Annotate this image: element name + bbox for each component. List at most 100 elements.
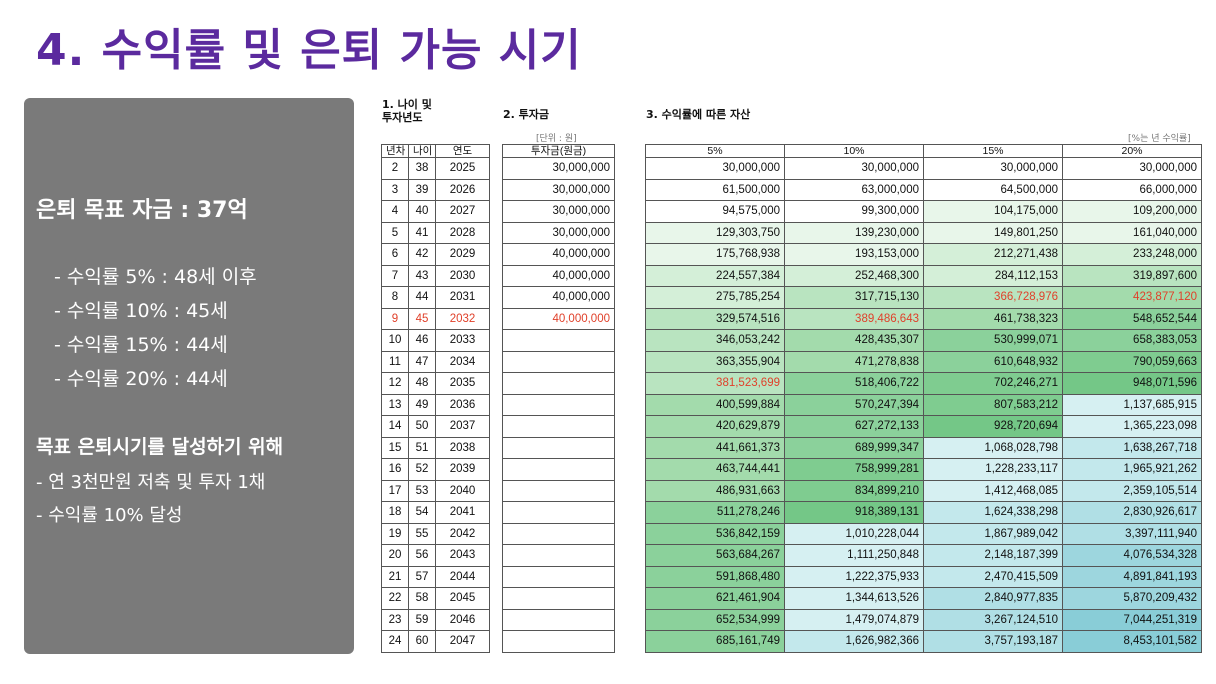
table-cell: 2045 bbox=[435, 587, 490, 610]
section1-title: 1. 나이 및 투자년도 bbox=[382, 98, 432, 124]
table-row: 591,868,480 1,222,375,933 2,470,415,509 4,8… bbox=[645, 565, 1202, 588]
asset-cell: 471,278,838 bbox=[784, 350, 924, 373]
asset-cell: 212,271,438 bbox=[923, 243, 1063, 266]
asset-cell: 463,744,441 bbox=[645, 458, 785, 481]
asset-cell: 790,059,663 bbox=[1062, 350, 1202, 373]
table-row: 16 52 2039 bbox=[381, 458, 490, 481]
table-cell: 2039 bbox=[435, 458, 490, 481]
table-row: 40,000,000 bbox=[502, 286, 615, 309]
column-header: 5% bbox=[645, 144, 785, 158]
strategy-title: 목표 은퇴시기를 달성하기 위해 bbox=[36, 436, 284, 458]
asset-cell: 1,638,267,718 bbox=[1062, 436, 1202, 459]
asset-cell: 66,000,000 bbox=[1062, 178, 1202, 201]
table-cell: 54 bbox=[408, 501, 436, 524]
table-cell: 15 bbox=[381, 436, 409, 459]
asset-cell: 346,053,242 bbox=[645, 329, 785, 352]
table-cell: 2034 bbox=[435, 350, 490, 373]
asset-cell: 139,230,000 bbox=[784, 221, 924, 244]
table-cell: 2035 bbox=[435, 372, 490, 395]
table-cell: 2031 bbox=[435, 286, 490, 309]
strategy-item: - 수익률 10% 달성 bbox=[36, 505, 183, 526]
section2-unit: [단위 : 원] bbox=[536, 134, 577, 144]
table-cell: 55 bbox=[408, 522, 436, 545]
investment-cell bbox=[502, 458, 615, 481]
table-cell: 16 bbox=[381, 458, 409, 481]
asset-cell: 99,300,000 bbox=[784, 200, 924, 223]
page-title: 4. 수익률 및 은퇴 가능 시기 bbox=[36, 25, 582, 76]
asset-cell: 8,453,101,582 bbox=[1062, 630, 1202, 653]
table-row bbox=[502, 436, 615, 459]
asset-cell: 329,574,516 bbox=[645, 307, 785, 330]
table-cell: 2047 bbox=[435, 630, 490, 653]
asset-cell: 175,768,938 bbox=[645, 243, 785, 266]
table-row: 420,629,879 627,272,133 928,720,694 1,365,2… bbox=[645, 415, 1202, 438]
table-row bbox=[502, 501, 615, 524]
asset-cell: 1,010,228,044 bbox=[784, 522, 924, 545]
table-cell: 17 bbox=[381, 479, 409, 502]
asset-cell: 511,278,246 bbox=[645, 501, 785, 524]
table-row: 275,785,254 317,715,130 366,728,976 423,877… bbox=[645, 286, 1202, 309]
table-row: 94,575,000 99,300,000 104,175,000 109,200,0… bbox=[645, 200, 1202, 223]
table-cell: 2033 bbox=[435, 329, 490, 352]
investment-cell bbox=[502, 479, 615, 502]
table-cell: 2044 bbox=[435, 565, 490, 588]
table-row bbox=[502, 608, 615, 631]
table-cell: 21 bbox=[381, 565, 409, 588]
asset-cell: 1,479,074,879 bbox=[784, 608, 924, 631]
asset-cell: 702,246,271 bbox=[923, 372, 1063, 395]
table-cell: 2 bbox=[381, 157, 409, 180]
table-cell: 38 bbox=[408, 157, 436, 180]
table-row: 23 59 2046 bbox=[381, 608, 490, 631]
asset-cell: 948,071,596 bbox=[1062, 372, 1202, 395]
table-cell: 2028 bbox=[435, 221, 490, 244]
asset-cell: 129,303,750 bbox=[645, 221, 785, 244]
rate-line: - 수익률 20% : 44세 bbox=[54, 368, 228, 390]
asset-cell: 109,200,000 bbox=[1062, 200, 1202, 223]
rate-line: - 수익률 15% : 44세 bbox=[54, 334, 228, 356]
asset-growth-table: 5% 10% 15% 20% 30,000,000 30,000,000 30,00… bbox=[645, 144, 1202, 653]
asset-cell: 319,897,600 bbox=[1062, 264, 1202, 287]
table-row bbox=[502, 630, 615, 653]
asset-cell: 420,629,879 bbox=[645, 415, 785, 438]
column-header: 년차 bbox=[381, 144, 409, 158]
asset-cell: 689,999,347 bbox=[784, 436, 924, 459]
asset-cell: 193,153,000 bbox=[784, 243, 924, 266]
asset-cell: 2,830,926,617 bbox=[1062, 501, 1202, 524]
table-cell: 9 bbox=[381, 307, 409, 330]
table-cell: 41 bbox=[408, 221, 436, 244]
table-cell: 23 bbox=[381, 608, 409, 631]
table-row: 30,000,000 bbox=[502, 178, 615, 201]
asset-cell: 834,899,210 bbox=[784, 479, 924, 502]
table-cell: 7 bbox=[381, 264, 409, 287]
investment-cell bbox=[502, 544, 615, 567]
table-cell: 57 bbox=[408, 565, 436, 588]
table-row bbox=[502, 587, 615, 610]
table-row: 346,053,242 428,435,307 530,999,071 658,383… bbox=[645, 329, 1202, 352]
table-row bbox=[502, 479, 615, 502]
table-cell: 12 bbox=[381, 372, 409, 395]
table-row: 10 46 2033 bbox=[381, 329, 490, 352]
table-row: 30,000,000 bbox=[502, 157, 615, 180]
rate-line: - 수익률 5% : 48세 이후 bbox=[54, 266, 257, 288]
table-row: 19 55 2042 bbox=[381, 522, 490, 545]
table-row: 129,303,750 139,230,000 149,801,250 161,040… bbox=[645, 221, 1202, 244]
table-row: 8 44 2031 bbox=[381, 286, 490, 309]
summary-panel: 은퇴 목표 자금 : 37억 - 수익률 5% : 48세 이후 - 수익률 1… bbox=[24, 98, 354, 654]
investment-cell bbox=[502, 393, 615, 416]
table-row: 6 42 2029 bbox=[381, 243, 490, 266]
table-cell: 3 bbox=[381, 178, 409, 201]
table-cell: 43 bbox=[408, 264, 436, 287]
table-cell: 52 bbox=[408, 458, 436, 481]
asset-cell: 518,406,722 bbox=[784, 372, 924, 395]
asset-cell: 428,435,307 bbox=[784, 329, 924, 352]
asset-cell: 1,068,028,798 bbox=[923, 436, 1063, 459]
investment-cell bbox=[502, 436, 615, 459]
table-cell: 4 bbox=[381, 200, 409, 223]
table-cell: 53 bbox=[408, 479, 436, 502]
table-cell: 11 bbox=[381, 350, 409, 373]
asset-cell: 530,999,071 bbox=[923, 329, 1063, 352]
table-row bbox=[502, 565, 615, 588]
investment-cell: 30,000,000 bbox=[502, 221, 615, 244]
investment-cell: 40,000,000 bbox=[502, 243, 615, 266]
table-cell: 49 bbox=[408, 393, 436, 416]
